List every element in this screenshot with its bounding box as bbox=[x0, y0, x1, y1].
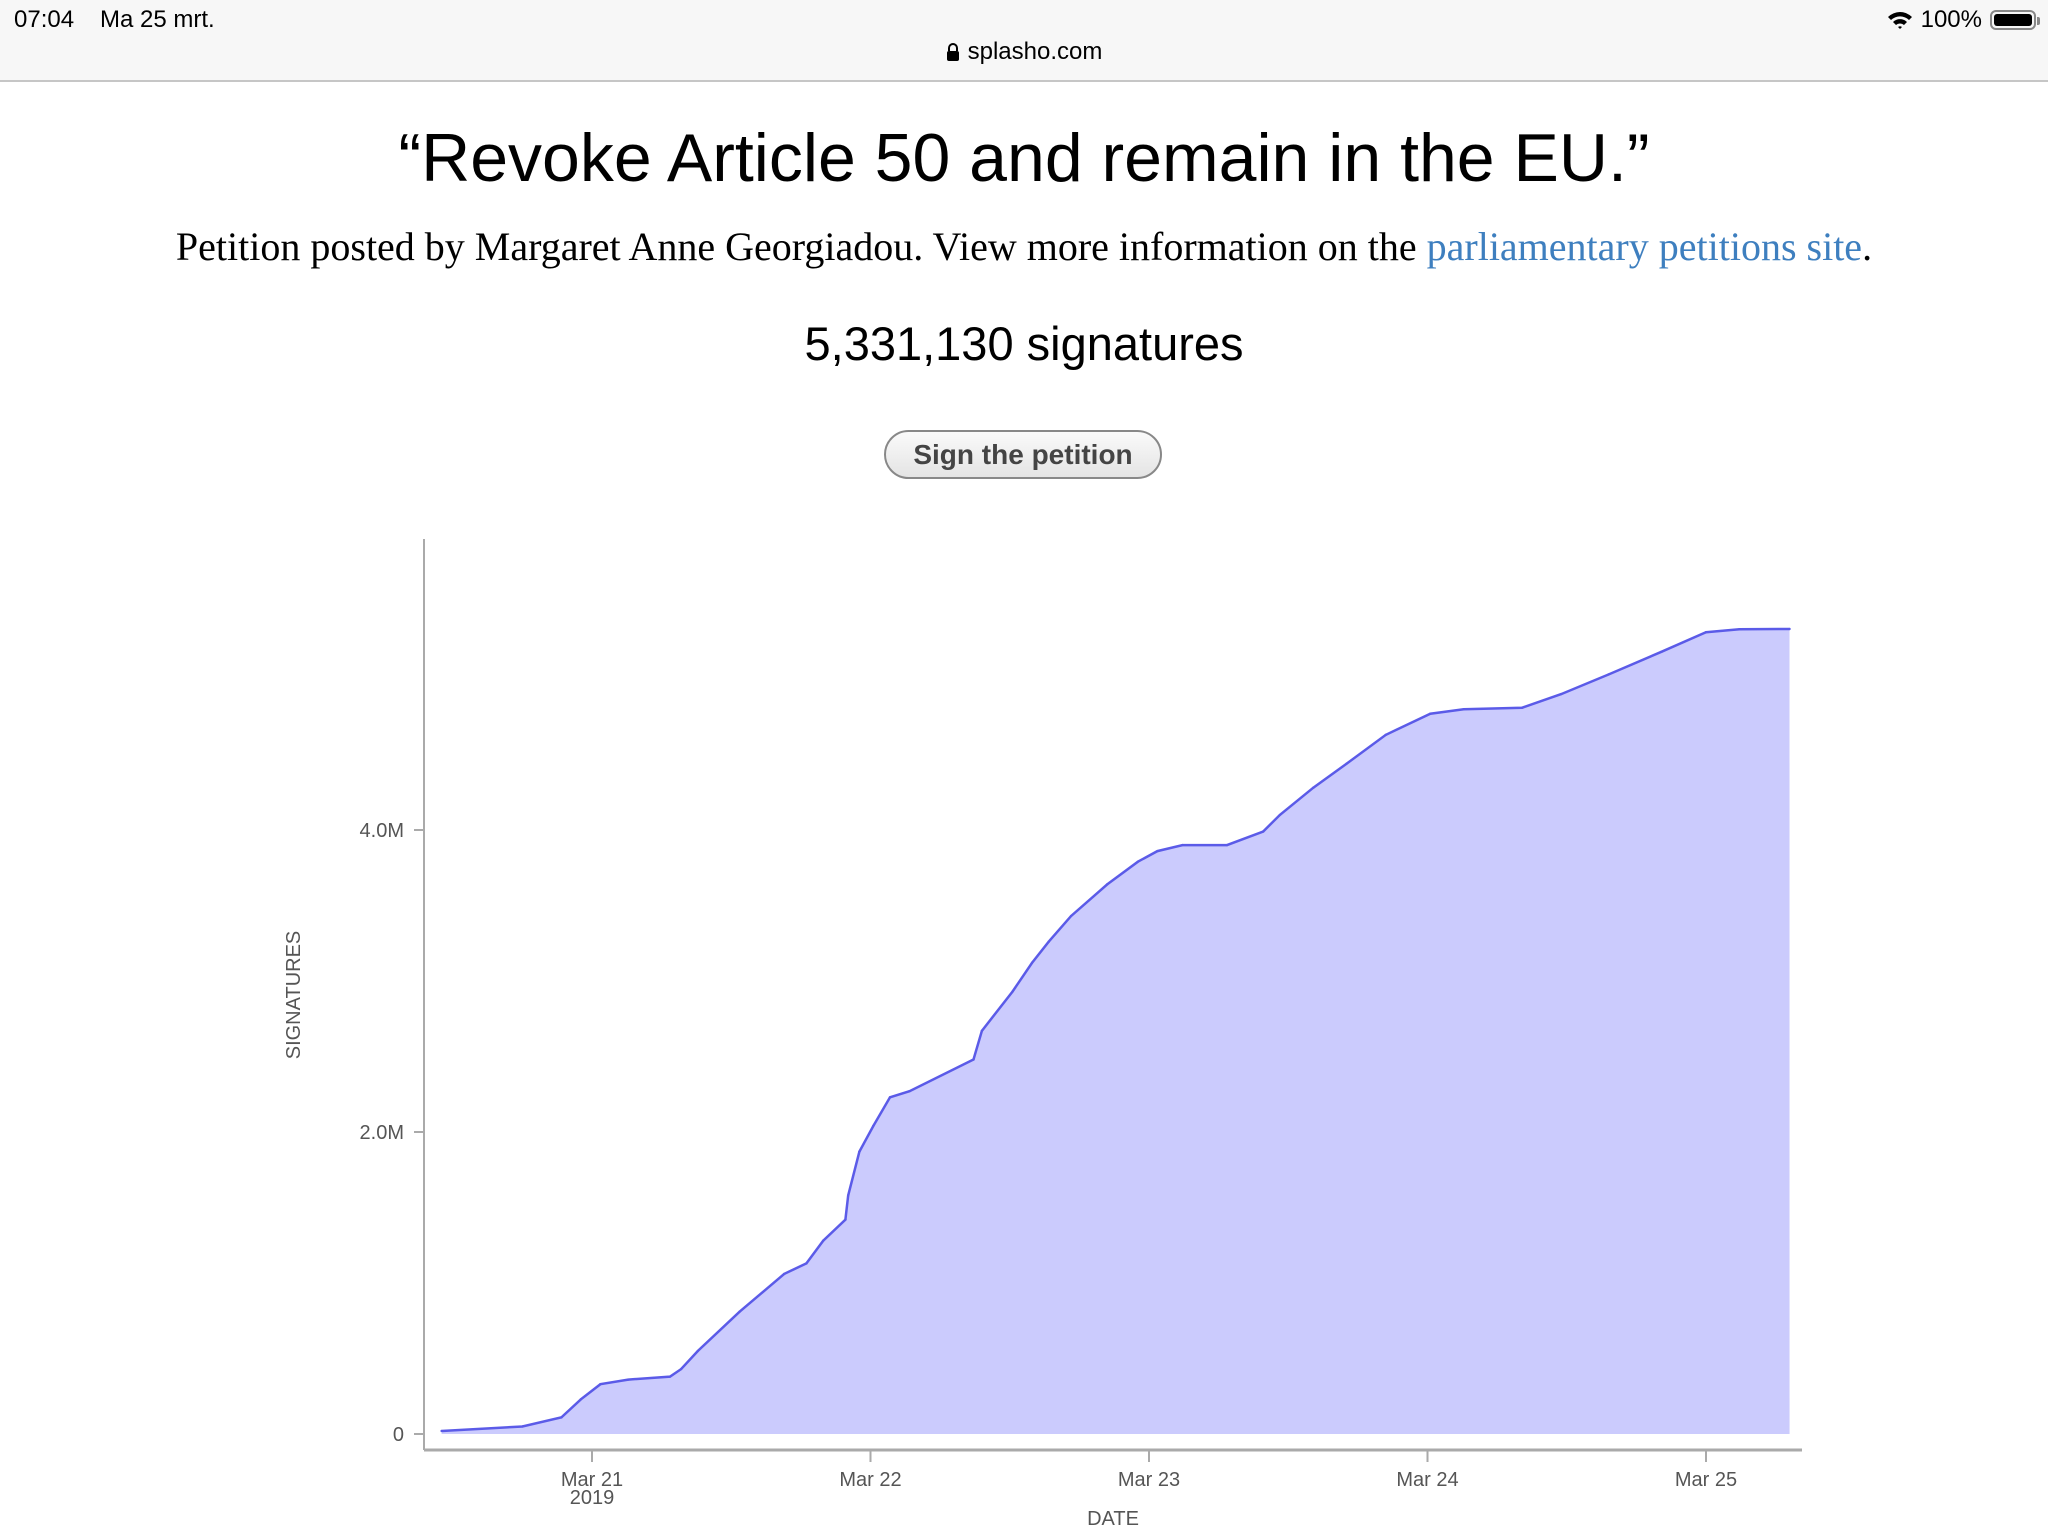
status-bar: 07:04 Ma 25 mrt. 100% splasho.com bbox=[0, 0, 2048, 82]
data-point bbox=[738, 1310, 741, 1313]
x-tick-label: Mar 22 bbox=[839, 1469, 901, 1491]
address-bar[interactable]: splasho.com bbox=[0, 38, 2048, 66]
x-axis-label: DATE bbox=[1087, 1508, 1139, 1530]
y-tick-label: 0 bbox=[393, 1424, 404, 1446]
data-point bbox=[560, 1416, 563, 1419]
subtitle-suffix: . bbox=[1862, 224, 1873, 269]
data-point bbox=[1559, 692, 1563, 696]
data-point bbox=[782, 1272, 786, 1276]
data-point bbox=[1520, 706, 1524, 709]
data-point bbox=[1011, 990, 1014, 993]
data-point bbox=[1607, 673, 1610, 676]
x-tick-label: Mar 24 bbox=[1396, 1469, 1458, 1491]
x-tick-sublabel: 2019 bbox=[570, 1487, 615, 1509]
data-point bbox=[1156, 849, 1159, 853]
data-point bbox=[1704, 630, 1708, 634]
data-point bbox=[1660, 650, 1663, 654]
page-title: “Revoke Article 50 and remain in the EU.… bbox=[398, 120, 1650, 196]
data-point bbox=[972, 1058, 975, 1061]
signatures-line bbox=[441, 627, 1790, 1433]
data-point bbox=[1788, 627, 1791, 631]
status-date: Ma 25 mrt. bbox=[100, 6, 215, 33]
data-point bbox=[858, 1150, 861, 1153]
url-text: splasho.com bbox=[967, 38, 1103, 65]
data-point bbox=[888, 1096, 892, 1099]
battery-percent: 100% bbox=[1920, 6, 1982, 33]
data-point bbox=[1738, 627, 1741, 631]
data-point bbox=[805, 1262, 808, 1265]
data-point bbox=[821, 1239, 825, 1242]
data-point bbox=[1106, 883, 1109, 886]
data-point bbox=[1312, 786, 1315, 789]
x-tick-label: Mar 21 bbox=[561, 1469, 623, 1491]
data-point bbox=[1069, 914, 1073, 918]
y-tick-label: 4.0M bbox=[360, 820, 404, 842]
data-point bbox=[1181, 843, 1184, 847]
data-point bbox=[1225, 843, 1229, 847]
subtitle-text: Petition posted by Margaret Anne Georgia… bbox=[175, 224, 1427, 269]
battery-icon bbox=[1990, 10, 2040, 30]
data-point bbox=[980, 1029, 984, 1033]
data-point bbox=[1384, 733, 1387, 737]
data-point bbox=[1345, 762, 1348, 765]
data-point bbox=[1136, 860, 1140, 863]
data-point bbox=[696, 1349, 700, 1353]
data-point bbox=[599, 1382, 602, 1386]
lock-icon bbox=[946, 43, 959, 61]
data-point bbox=[847, 1194, 850, 1197]
x-tick-label: Mar 23 bbox=[1118, 1469, 1180, 1491]
signatures-area bbox=[441, 629, 1790, 1434]
data-point bbox=[872, 1124, 875, 1128]
status-time: 07:04 bbox=[14, 6, 75, 33]
y-tick-label: 2.0M bbox=[360, 1122, 404, 1144]
status-right: 100% bbox=[1887, 6, 2040, 34]
data-point bbox=[1047, 940, 1050, 943]
sign-petition-button[interactable]: Sign the petition bbox=[884, 430, 1162, 479]
data-point bbox=[844, 1218, 847, 1221]
data-point bbox=[440, 1429, 443, 1433]
petitions-site-link[interactable]: parliamentary petitions site bbox=[1426, 224, 1863, 269]
petition-subtitle: Petition posted by Margaret Anne Georgia… bbox=[0, 222, 2048, 272]
data-point bbox=[679, 1367, 683, 1371]
data-point bbox=[1030, 961, 1034, 965]
y-axis-label: SIGNATURES bbox=[283, 931, 305, 1060]
data-point bbox=[908, 1090, 911, 1093]
data-point bbox=[627, 1378, 630, 1381]
data-point bbox=[1429, 712, 1432, 715]
data-point bbox=[579, 1398, 583, 1401]
signature-count: 5,331,130 signatures bbox=[804, 317, 1244, 370]
data-point bbox=[521, 1425, 524, 1428]
wifi-icon bbox=[1887, 12, 1912, 29]
data-point bbox=[1462, 708, 1465, 711]
data-point bbox=[1278, 813, 1282, 817]
data-point bbox=[1261, 830, 1265, 833]
x-tick-label: Mar 25 bbox=[1675, 1469, 1737, 1491]
data-point bbox=[668, 1375, 672, 1378]
